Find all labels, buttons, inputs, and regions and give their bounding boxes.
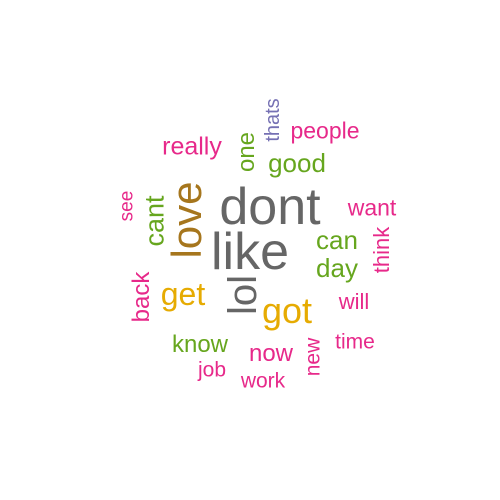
- word-see: see: [116, 190, 138, 222]
- word-get: get: [160, 276, 206, 312]
- word-people: people: [290, 117, 360, 144]
- word-job: job: [197, 358, 227, 382]
- word-day: day: [316, 253, 358, 283]
- word-now: now: [248, 340, 294, 367]
- word-want: want: [347, 194, 397, 221]
- word-think: think: [369, 226, 394, 274]
- word-dont: dont: [219, 178, 321, 236]
- word-lol: lol: [221, 274, 265, 316]
- word-new: new: [301, 337, 325, 377]
- word-really: really: [162, 132, 222, 161]
- word-one: one: [233, 131, 260, 173]
- word-thats: thats: [262, 98, 284, 142]
- word-work: work: [240, 369, 286, 393]
- word-good: good: [268, 148, 326, 178]
- word-will: will: [338, 289, 370, 314]
- word-know: know: [171, 331, 229, 358]
- word-like: like: [210, 223, 290, 281]
- word-got: got: [261, 290, 313, 331]
- word-love: love: [163, 181, 210, 259]
- word-time: time: [335, 330, 375, 354]
- word-back: back: [128, 271, 155, 323]
- word-cant: cant: [139, 195, 170, 247]
- word-can: can: [316, 225, 358, 255]
